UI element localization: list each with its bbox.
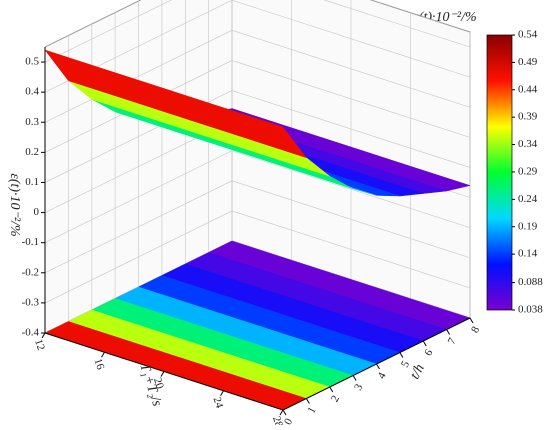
y-tick-label: 2 xyxy=(329,394,342,404)
x-tick-label: 16 xyxy=(92,357,107,372)
y-tick xyxy=(376,363,380,370)
z-tick-label: -0.3 xyxy=(22,296,40,308)
colorbar xyxy=(486,34,513,311)
colorbar-tick-label: 0.49 xyxy=(518,56,538,68)
colorbar-tick-label: 0.44 xyxy=(518,83,538,95)
z-tick-label: 0 xyxy=(34,206,40,218)
y-tick-label: 6 xyxy=(422,347,435,358)
x-tick xyxy=(279,409,284,416)
y-tick-label: 0 xyxy=(282,416,295,425)
y-tick-label: 4 xyxy=(375,370,388,381)
x-tick-label: 12 xyxy=(32,338,47,352)
colorbar-tick-label: 0.19 xyxy=(518,220,538,232)
y-tick-label: 8 xyxy=(469,324,482,335)
surface-cell xyxy=(222,107,308,159)
colorbar-tick-label: 0.34 xyxy=(518,138,538,150)
colorbar-tick-label: 0.39 xyxy=(518,111,538,123)
z-tick-label: -0.1 xyxy=(22,236,39,248)
colorbar-tick-label: 0.038 xyxy=(518,304,543,316)
z-tick-label: 0.2 xyxy=(25,146,39,158)
x-tick-label: 20 xyxy=(151,376,166,391)
grid-line xyxy=(44,0,471,63)
z-tick-label: -0.2 xyxy=(22,266,39,278)
colorbar-tick-label: 0.14 xyxy=(518,248,538,260)
y-tick xyxy=(399,352,404,358)
y-axis-title: t/h xyxy=(408,362,428,382)
x-tick xyxy=(160,371,165,377)
z-tick-label: 0.4 xyxy=(25,86,39,98)
y-tick-label: 7 xyxy=(446,336,459,347)
x-tick-label: 24 xyxy=(211,396,226,411)
colorbar-tick-label: 0.54 xyxy=(518,29,538,41)
z-tick-label: 0.1 xyxy=(25,176,39,188)
x-tick xyxy=(220,390,224,397)
z-axis-title: ε(t)·10⁻²/% xyxy=(7,173,22,236)
colorbar-tick-label: 0.24 xyxy=(518,193,538,205)
y-tick-label: 3 xyxy=(352,382,365,393)
y-tick xyxy=(282,409,287,416)
y-tick xyxy=(422,340,427,347)
y-tick xyxy=(305,398,310,404)
y-tick-label: 1 xyxy=(305,405,318,415)
colorbar-tick-label: 0.29 xyxy=(518,165,538,177)
y-tick xyxy=(446,329,451,335)
y-tick-label: 5 xyxy=(399,359,412,370)
x-tick xyxy=(41,332,46,339)
z-tick-label: -0.4 xyxy=(22,327,40,339)
y-tick xyxy=(469,317,474,324)
y-tick xyxy=(352,375,357,381)
y-tick xyxy=(329,386,334,393)
colorbar-tick-label: 0.088 xyxy=(518,276,543,288)
z-tick-label: 0.5 xyxy=(25,56,39,68)
z-tick-label: 0.3 xyxy=(25,116,39,128)
x-tick xyxy=(101,351,105,358)
